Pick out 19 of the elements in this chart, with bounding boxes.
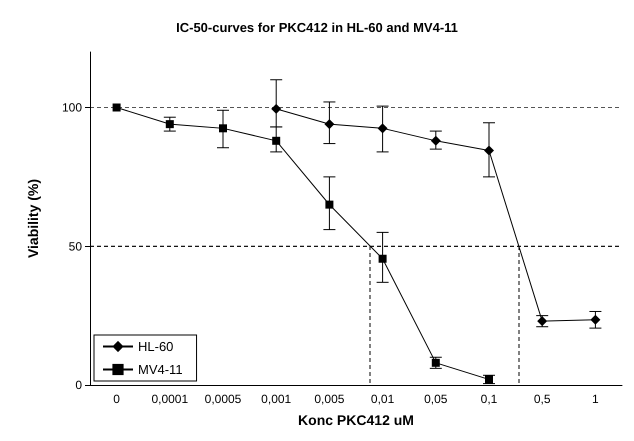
- x-tick-label: 1: [592, 392, 600, 406]
- x-tick-label: 0,5: [534, 392, 551, 406]
- chart-title: IC-50-curves for PKC412 in HL-60 and MV4-11: [176, 20, 458, 35]
- x-axis-title: Konc PKC412 uM: [298, 412, 414, 428]
- x-tick-label: 0,05: [424, 392, 448, 406]
- y-axis-title: Viability (%): [25, 178, 41, 258]
- y-tick-label: 50: [68, 239, 82, 254]
- legend-label: HL-60: [138, 339, 174, 354]
- x-tick-label: 0,01: [370, 392, 395, 406]
- x-tick-label: 0,001: [261, 392, 292, 406]
- y-tick-label: 100: [62, 100, 82, 114]
- legend-label: MV4-11: [138, 362, 183, 377]
- x-tick-label: 0: [113, 392, 120, 406]
- x-tick-label: 0,005: [314, 392, 345, 406]
- point: [112, 104, 121, 112]
- y-tick-label: 0: [75, 378, 82, 392]
- x-tick-label: 0,1: [480, 392, 498, 406]
- x-tick-label: 0,0005: [204, 392, 242, 406]
- x-tick-label: 0,0001: [151, 392, 188, 406]
